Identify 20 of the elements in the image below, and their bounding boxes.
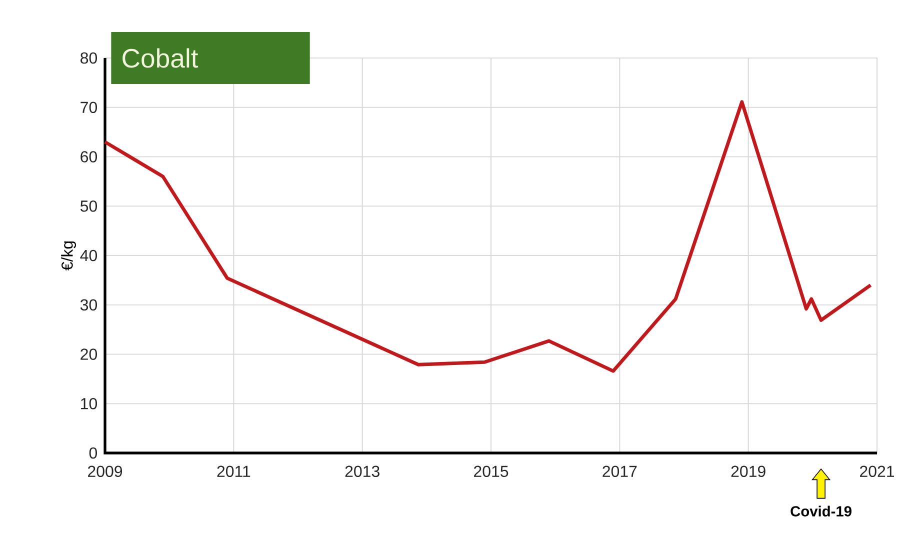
y-tick-label: 70 — [80, 102, 98, 114]
x-tick-label: 2009 — [88, 466, 122, 478]
y-tick-label: 0 — [89, 447, 98, 459]
y-tick-label: 60 — [80, 151, 98, 162]
x-tick-label: 2021 — [860, 466, 894, 478]
y-axis-title: €/kg — [61, 241, 76, 270]
y-tick-label: 50 — [80, 200, 98, 212]
x-tick-label: 2013 — [345, 466, 380, 478]
x-tick-label: 2015 — [474, 466, 508, 478]
y-tick-label: 80 — [80, 52, 98, 64]
x-tick-label: 2011 — [217, 466, 250, 478]
y-tick-label: 20 — [80, 348, 98, 360]
y-tick-label: 30 — [80, 299, 98, 311]
text: Covid-19 — [790, 506, 852, 516]
chart-title: Cobalt — [122, 48, 198, 68]
y-tick-label: 10 — [81, 398, 98, 410]
y-tick-label: 40 — [80, 250, 98, 262]
line-series — [103, 100, 872, 373]
x-tick-label: 2019 — [731, 466, 766, 478]
x-tick-label: 2017 — [602, 466, 637, 478]
